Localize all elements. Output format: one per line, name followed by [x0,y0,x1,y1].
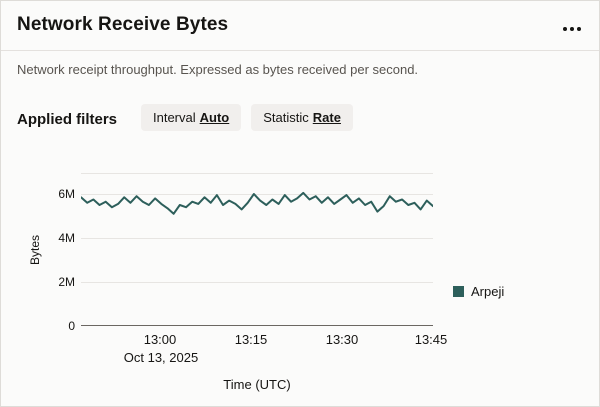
x-tick-label: 13:45 [414,332,448,347]
y-tick-label: 6M [58,187,75,201]
legend-label: Arpeji [471,284,505,299]
filter-chip-interval[interactable]: Interval Auto [141,104,242,131]
y-tick-label: 4M [58,231,75,245]
legend-swatch [453,286,464,297]
legend[interactable]: Arpeji [453,284,504,299]
y-axis-title: Bytes [28,234,42,265]
x-axis-title: Time (UTC) [223,377,291,392]
plot-area[interactable] [81,173,433,326]
gridline-top [81,173,433,174]
filter-chips: Interval Auto Statistic Rate [141,104,353,131]
x-axis-date-label: Oct 13, 2025 [123,350,199,365]
line-chart [81,191,433,215]
filter-chip-prefix: Statistic [263,110,309,125]
series-line [81,191,433,215]
header-divider [1,50,599,51]
chart-description: Network receipt throughput. Expressed as… [17,62,419,77]
page-title: Network Receive Bytes [17,14,229,35]
applied-filters-label: Applied filters [17,111,118,128]
filter-chip-value: Rate [312,110,341,125]
x-tick-label: 13:30 [325,332,359,347]
actions-menu-button[interactable] [555,21,581,37]
x-axis-line [81,325,433,326]
y-tick-label: 2M [58,275,75,289]
filter-chip-prefix: Interval [153,110,196,125]
y-tick-label: 0 [68,319,75,333]
filter-chip-value: Auto [199,110,230,125]
gridline-4m [81,238,433,239]
filter-chip-statistic[interactable]: Statistic Rate [251,104,353,131]
x-tick-label: 13:15 [234,332,268,347]
gridline-2m [81,282,433,283]
x-tick-label: 13:00 [143,332,177,347]
ellipsis-icon [563,27,581,31]
gridline-6m [81,194,433,195]
